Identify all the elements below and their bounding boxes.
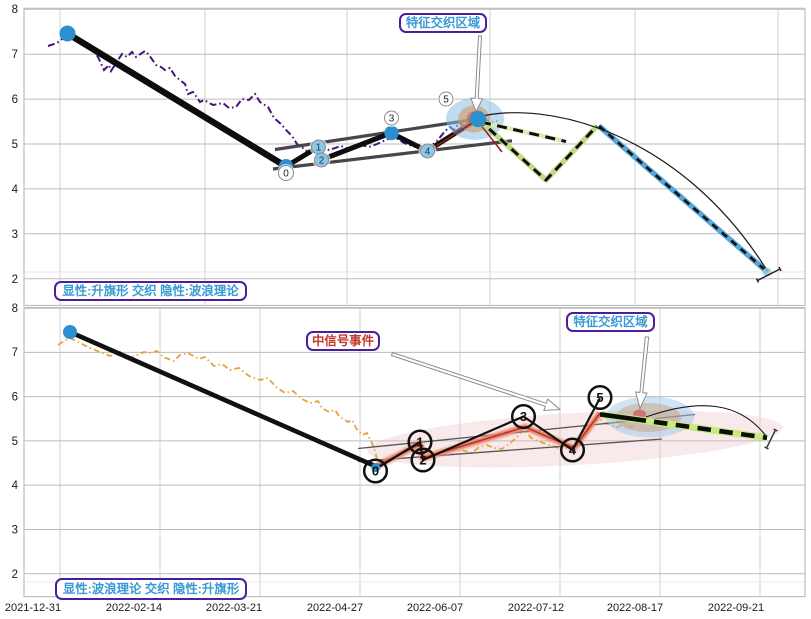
svg-text:0: 0	[372, 464, 379, 479]
svg-text:1: 1	[416, 435, 423, 450]
svg-text:4: 4	[425, 147, 431, 158]
svg-text:2: 2	[319, 156, 325, 167]
svg-text:2022-07-12: 2022-07-12	[508, 602, 564, 614]
svg-text:4: 4	[12, 184, 19, 196]
svg-text:3: 3	[389, 114, 395, 125]
svg-text:4: 4	[569, 443, 577, 458]
svg-text:2: 2	[12, 274, 18, 286]
svg-text:2022-04-27: 2022-04-27	[307, 602, 363, 614]
svg-text:6: 6	[12, 94, 18, 106]
svg-text:2022-08-17: 2022-08-17	[607, 602, 663, 614]
svg-text:2022-06-07: 2022-06-07	[407, 602, 463, 614]
svg-text:8: 8	[12, 4, 18, 16]
svg-text:3: 3	[12, 229, 18, 241]
svg-text:2: 2	[419, 453, 426, 468]
svg-text:0: 0	[283, 169, 289, 180]
svg-text:2: 2	[12, 569, 18, 581]
svg-text:4: 4	[12, 480, 19, 492]
svg-text:7: 7	[12, 49, 18, 61]
svg-text:5: 5	[596, 390, 603, 405]
svg-text:2022-03-21: 2022-03-21	[206, 602, 262, 614]
svg-text:6: 6	[12, 392, 18, 404]
svg-text:5: 5	[443, 95, 449, 106]
svg-text:7: 7	[12, 347, 18, 359]
svg-text:5: 5	[12, 436, 18, 448]
svg-text:3: 3	[520, 409, 527, 424]
svg-text:8: 8	[12, 303, 18, 315]
svg-text:2022-02-14: 2022-02-14	[106, 602, 162, 614]
svg-text:5: 5	[12, 139, 18, 151]
svg-text:1: 1	[316, 143, 322, 154]
svg-text:2021-12-31: 2021-12-31	[5, 602, 61, 614]
svg-text:3: 3	[12, 525, 18, 537]
svg-text:2022-09-21: 2022-09-21	[708, 602, 764, 614]
